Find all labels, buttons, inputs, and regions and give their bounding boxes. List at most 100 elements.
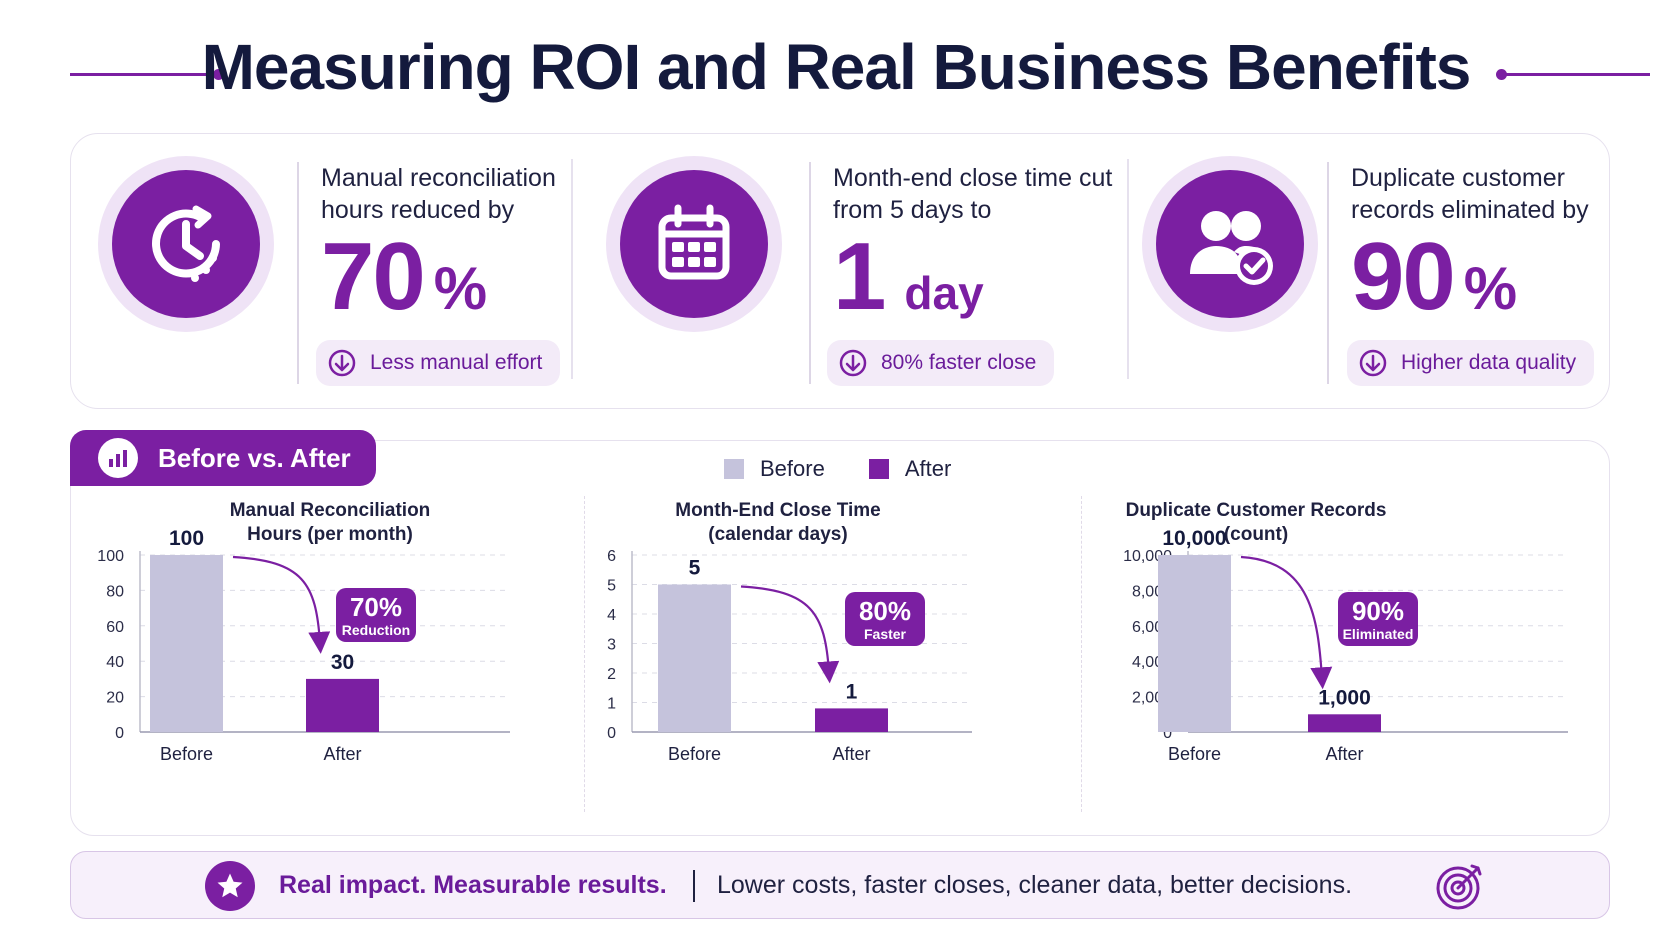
bar-value-label: 5	[689, 557, 701, 580]
bar-before	[1158, 555, 1231, 732]
legend-swatch-before	[724, 459, 744, 479]
kpi-value: 1 day	[833, 222, 984, 332]
change-arrow	[232, 555, 331, 654]
y-tick-label: 1	[607, 696, 616, 713]
kpi-pill: 80% faster close	[827, 340, 1055, 386]
arrow-down-circle-icon	[839, 349, 867, 377]
y-tick-label: 0	[115, 725, 124, 742]
legend-item-after: After	[868, 456, 952, 482]
bar-value-label: 1,000	[1318, 686, 1371, 709]
kpi-number: 1	[833, 223, 886, 330]
change-badge-label: Faster	[864, 626, 907, 642]
star-icon	[205, 861, 255, 911]
bar-value-label: 10,000	[1162, 527, 1226, 550]
legend-item-before: Before	[724, 456, 825, 482]
change-arrow	[1240, 555, 1333, 690]
y-tick-label: 2	[607, 666, 616, 683]
title-decoration-right	[1496, 69, 1650, 80]
kpi-value: 90%	[1351, 222, 1517, 332]
kpi-unit: day	[904, 267, 984, 319]
chart-hours: Manual Reconciliation Hours (per month) 0 2…	[97, 500, 510, 764]
x-tick-label: After	[832, 744, 870, 764]
change-badge-value: 70%	[350, 592, 402, 622]
kpi-description: Duplicate customer records eliminated by	[1351, 164, 1589, 224]
kpi-pill: Less manual effort	[316, 340, 561, 386]
chart-title-line: Duplicate Customer Records	[1126, 500, 1387, 521]
chart-title-line: (calendar days)	[708, 524, 847, 545]
kpi-icon-badge	[98, 156, 274, 332]
kpi-description: Month-end close time cut from 5 days to	[833, 164, 1113, 224]
y-tick-label: 0	[1163, 725, 1172, 742]
x-tick-label: After	[1325, 744, 1363, 764]
footer-banner: Real impact. Measurable results. Lower c…	[70, 851, 1610, 919]
section-tab: Before vs. After	[70, 430, 376, 486]
panel-separator	[584, 496, 585, 812]
kpi-unit: %	[433, 255, 488, 322]
panel-separator	[1081, 496, 1082, 812]
footer-headline: Real impact. Measurable results.	[279, 871, 667, 899]
kpi-duplicates: Duplicate customer records eliminated by…	[1127, 134, 1611, 410]
calendar-icon	[658, 204, 730, 280]
title-decoration-left	[70, 69, 224, 80]
clock-icon	[152, 205, 220, 282]
kpi-divider	[809, 162, 811, 384]
kpi-unit: %	[1463, 255, 1518, 322]
bar-after	[306, 678, 379, 732]
chart-title-line: Month-End Close Time	[675, 500, 880, 521]
x-tick-label: Before	[1168, 744, 1221, 764]
bar-value-label: 30	[331, 651, 354, 674]
change-badge-value: 90%	[1352, 596, 1404, 626]
chart-close-time: Month-End Close Time (calendar days) 0 1 2 3 4…	[607, 500, 972, 764]
change-badge-label: Eliminated	[1343, 626, 1414, 642]
kpi-pill-label: Less manual effort	[370, 351, 543, 374]
title-row: Measuring ROI and Real Business Benefits	[0, 0, 1672, 130]
chart-legend: Before After	[724, 456, 995, 482]
bar-before	[658, 584, 731, 732]
legend-swatch-after	[868, 459, 889, 479]
y-tick-label: 5	[607, 578, 616, 595]
y-tick-label: 0	[607, 725, 616, 742]
users-check-icon	[1190, 211, 1273, 285]
y-tick-label: 100	[97, 548, 124, 565]
legend-label-after: After	[904, 456, 952, 481]
bar-value-label: 100	[169, 527, 204, 550]
x-tick-label: Before	[160, 744, 213, 764]
kpi-pill: Higher data quality	[1347, 340, 1595, 386]
kpi-divider	[297, 162, 299, 384]
arrow-down-circle-icon	[1359, 349, 1387, 377]
kpi-divider	[1327, 162, 1329, 384]
x-tick-label: After	[323, 744, 361, 764]
change-arrow	[740, 585, 840, 684]
kpi-separator	[571, 159, 573, 379]
y-tick-label: 4	[607, 607, 616, 624]
kpi-close-time: Month-end close time cut from 5 days to …	[571, 134, 1127, 410]
change-badge-value: 80%	[859, 596, 911, 626]
kpi-number: 70	[321, 223, 426, 330]
kpi-icon-badge	[1142, 156, 1318, 332]
footer-divider	[693, 870, 695, 902]
kpi-pill-label: Higher data quality	[1401, 351, 1577, 374]
change-badge	[1338, 592, 1418, 646]
page-title: Measuring ROI and Real Business Benefits	[201, 31, 1472, 103]
footer-subtext: Lower costs, faster closes, cleaner data…	[717, 871, 1353, 899]
y-tick-label: 40	[106, 654, 124, 671]
y-tick-label: 3	[607, 637, 616, 654]
kpi-number: 90	[1351, 223, 1456, 330]
bar-after	[815, 708, 888, 732]
change-badge-label: Reduction	[342, 622, 410, 638]
target-icon	[1436, 864, 1482, 910]
bar-chart-icon	[98, 438, 138, 478]
bar-after	[1308, 714, 1381, 732]
x-tick-label: Before	[668, 744, 721, 764]
kpi-icon-badge	[606, 156, 782, 332]
y-tick-label: 80	[106, 583, 124, 600]
kpi-separator	[1127, 159, 1129, 379]
y-tick-label: 6	[607, 548, 616, 565]
y-tick-label: 60	[106, 619, 124, 636]
bar-before	[150, 555, 223, 732]
bar-value-label: 1	[846, 680, 858, 703]
arrow-down-circle-icon	[328, 349, 356, 377]
chart-title-line: Hours (per month)	[247, 524, 413, 545]
kpi-hours: Manual reconciliation hours reduced by 7…	[71, 134, 571, 410]
chart-duplicates: Duplicate Customer Records(count)02,0004…	[1123, 500, 1568, 764]
